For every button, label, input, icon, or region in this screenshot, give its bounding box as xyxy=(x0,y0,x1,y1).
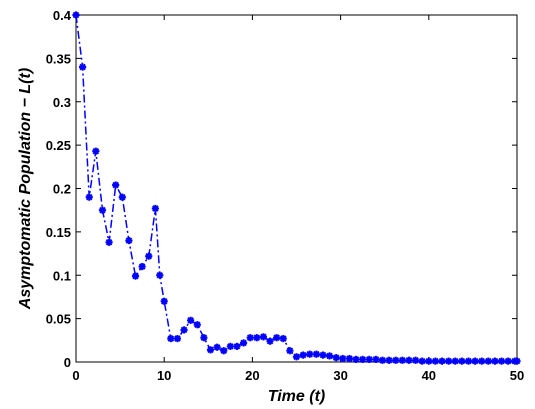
y-tick-label: 0.15 xyxy=(46,225,71,240)
data-point xyxy=(200,334,208,342)
data-point xyxy=(306,350,314,358)
data-point xyxy=(411,356,420,364)
data-point xyxy=(345,354,354,363)
x-tick-label: 40 xyxy=(422,368,436,383)
data-point xyxy=(392,356,400,364)
data-point xyxy=(405,356,413,364)
data-point xyxy=(79,63,87,71)
data-point xyxy=(299,351,307,359)
data-point xyxy=(220,347,228,355)
data-point xyxy=(180,326,188,334)
x-tick-label: 10 xyxy=(157,368,171,383)
data-point xyxy=(365,355,373,363)
data-point xyxy=(504,357,512,365)
data-point xyxy=(160,297,168,305)
data-point xyxy=(279,334,287,343)
data-point xyxy=(72,11,80,19)
data-point xyxy=(292,353,301,361)
y-tick-label: 0.35 xyxy=(46,51,71,66)
axis-tick-labels: 0 10 20 30 40 50 0 0.05 0.1 0.15 0.2 0.25 0.3 0.35 0.4 xyxy=(46,8,525,383)
data-point xyxy=(352,355,360,363)
x-tick-label: 0 xyxy=(72,368,79,383)
data-point xyxy=(193,321,201,329)
data-point xyxy=(112,181,120,189)
data-point xyxy=(445,357,453,365)
data-point xyxy=(187,316,195,324)
x-tick-label: 50 xyxy=(510,368,524,383)
data-point xyxy=(385,356,393,364)
data-point xyxy=(239,339,248,347)
data-point xyxy=(372,355,380,363)
data-point xyxy=(173,334,182,343)
y-tick-label: 0 xyxy=(64,355,71,370)
x-axis-label: Time (t) xyxy=(268,388,325,405)
data-point xyxy=(259,333,268,341)
data-point xyxy=(325,352,334,360)
data-point xyxy=(418,357,426,365)
data-point xyxy=(438,357,446,365)
data-point xyxy=(105,238,113,246)
data-point xyxy=(98,206,107,214)
data-point xyxy=(131,272,140,280)
data-point xyxy=(431,357,440,365)
data-point xyxy=(398,356,406,364)
data-point xyxy=(233,342,241,350)
data-point xyxy=(151,204,159,213)
plot-area xyxy=(75,14,518,363)
data-point xyxy=(138,262,146,271)
y-tick-label: 0.2 xyxy=(53,182,71,197)
data-point xyxy=(378,356,387,364)
data-point xyxy=(213,343,221,351)
data-point xyxy=(85,193,93,201)
data-point xyxy=(513,357,521,365)
y-tick-label: 0.3 xyxy=(53,95,71,110)
data-point xyxy=(339,354,347,363)
data-point xyxy=(497,357,506,365)
data-point xyxy=(145,252,153,260)
x-tick-label: 30 xyxy=(333,368,347,383)
data-point xyxy=(359,355,367,363)
data-point xyxy=(332,354,340,362)
data-point xyxy=(491,357,499,365)
data-point xyxy=(312,350,320,358)
x-tick-label: 20 xyxy=(245,368,259,383)
data-point xyxy=(319,351,327,359)
data-point xyxy=(253,334,261,342)
data-point xyxy=(125,236,133,245)
data-point xyxy=(458,357,466,365)
y-axis-label: Asymptomatic Population − L(t) xyxy=(17,68,34,310)
data-point xyxy=(425,357,433,365)
data-point xyxy=(471,357,479,365)
data-point xyxy=(226,342,234,350)
data-point xyxy=(167,334,175,343)
data-point xyxy=(478,357,486,365)
data-series xyxy=(72,11,521,365)
data-point xyxy=(118,193,126,201)
data-point xyxy=(156,271,164,279)
data-point xyxy=(464,357,473,365)
y-tick-label: 0.25 xyxy=(46,138,71,153)
data-point xyxy=(451,357,459,365)
data-point xyxy=(92,147,100,155)
y-tick-label: 0.05 xyxy=(46,312,71,327)
data-point xyxy=(286,347,294,355)
data-point xyxy=(206,346,215,354)
data-point xyxy=(266,337,274,345)
y-tick-label: 0.4 xyxy=(53,8,72,23)
data-point xyxy=(246,334,254,342)
data-point xyxy=(273,334,281,342)
y-tick-label: 0.1 xyxy=(53,268,71,283)
data-point xyxy=(484,357,492,365)
